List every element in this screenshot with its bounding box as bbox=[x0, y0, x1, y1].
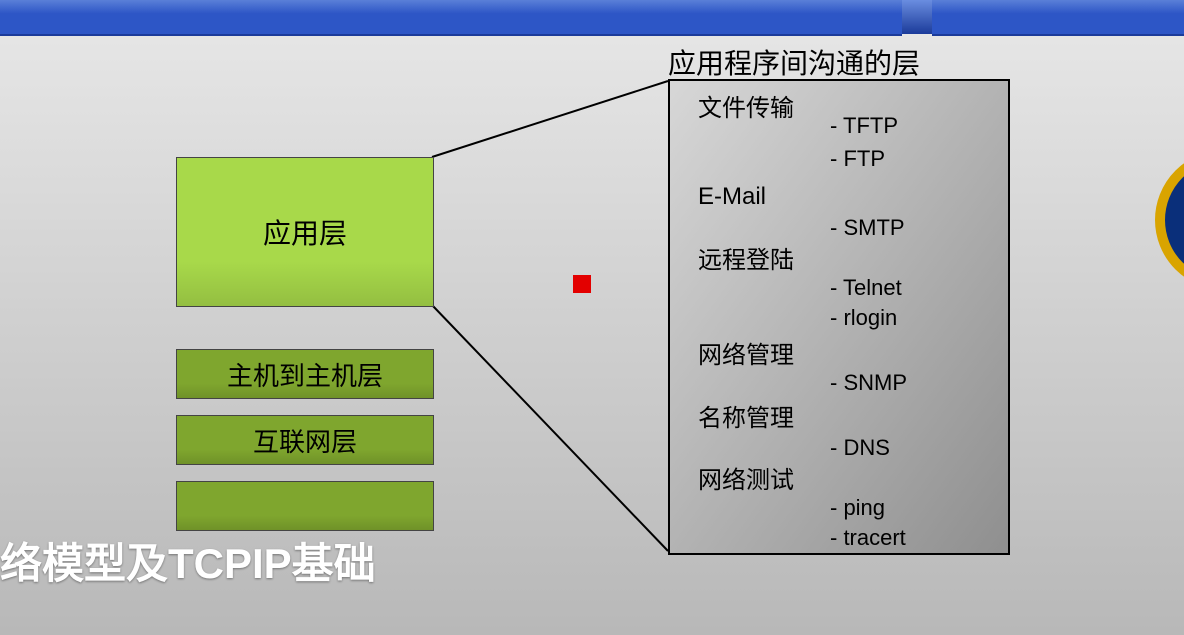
protocol-item: - ping bbox=[830, 495, 885, 521]
layer-netaccess bbox=[176, 481, 434, 531]
footer-title: 络模型及TCPIP基础 bbox=[0, 530, 376, 591]
protocol-item: - DNS bbox=[830, 435, 890, 461]
protocol-item: - FTP bbox=[830, 146, 885, 172]
protocol-item: - tracert bbox=[830, 525, 906, 551]
protocol-category: 网络管理 bbox=[698, 335, 794, 370]
layer-transport: 主机到主机层 bbox=[176, 349, 434, 399]
layer-app: 应用层 bbox=[176, 157, 434, 307]
layer-label: 互联网层 bbox=[253, 422, 357, 459]
protocol-item: - rlogin bbox=[830, 305, 897, 331]
protocol-category: 名称管理 bbox=[698, 398, 794, 433]
protocol-category: 远程登陆 bbox=[698, 240, 794, 275]
layer-internet: 互联网层 bbox=[176, 415, 434, 465]
pointer-marker bbox=[573, 275, 591, 293]
layer-label: 主机到主机层 bbox=[227, 356, 383, 393]
protocol-category: 网络测试 bbox=[698, 460, 794, 495]
protocol-item: - SMTP bbox=[830, 215, 905, 241]
protocol-category: E-Mail bbox=[698, 183, 766, 211]
callout-title: 应用程序间沟通的层 bbox=[668, 42, 920, 82]
protocol-category: 文件传输 bbox=[698, 88, 794, 123]
slide: 应用层主机到主机层互联网层 应用程序间沟通的层 文件传输 - TFTP - FTP E… bbox=[0, 0, 1184, 635]
layer-label: 应用层 bbox=[263, 212, 347, 252]
protocol-item: - TFTP bbox=[830, 113, 898, 139]
protocol-item: - Telnet bbox=[830, 275, 902, 301]
protocol-item: - SNMP bbox=[830, 370, 907, 396]
